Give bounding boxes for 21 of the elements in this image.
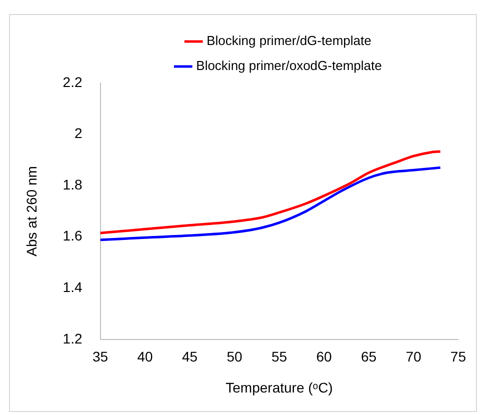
y-tick-label: 1.8 (62, 176, 82, 192)
x-axis-title: Temperature (ᵒC) (226, 379, 333, 396)
x-tick-label: 50 (226, 348, 242, 365)
legend-label: Blocking primer/dG-template (206, 33, 372, 48)
x-tick-label: 55 (271, 348, 288, 365)
y-tick-label: 1.2 (62, 330, 82, 346)
y-tick-label: 2 (74, 125, 82, 142)
x-tick-label: 45 (182, 348, 198, 365)
line-series (100, 150, 442, 234)
legend-label: Blocking primer/oxodG-template (196, 58, 382, 74)
line-series (100, 166, 442, 242)
x-tick-label: 75 (450, 348, 466, 365)
x-tick-label: 65 (360, 348, 377, 365)
x-tick-label: 70 (406, 348, 422, 365)
y-axis-title: Abs at 260 nm (23, 166, 40, 256)
y-tick-label: 1.4 (62, 278, 82, 295)
x-tick-label: 35 (92, 348, 108, 365)
x-tick-label: 40 (137, 348, 154, 365)
y-tick-label: 1.6 (62, 228, 82, 244)
x-tick-label: 60 (316, 348, 332, 365)
y-tick-label: 2.2 (62, 74, 82, 90)
